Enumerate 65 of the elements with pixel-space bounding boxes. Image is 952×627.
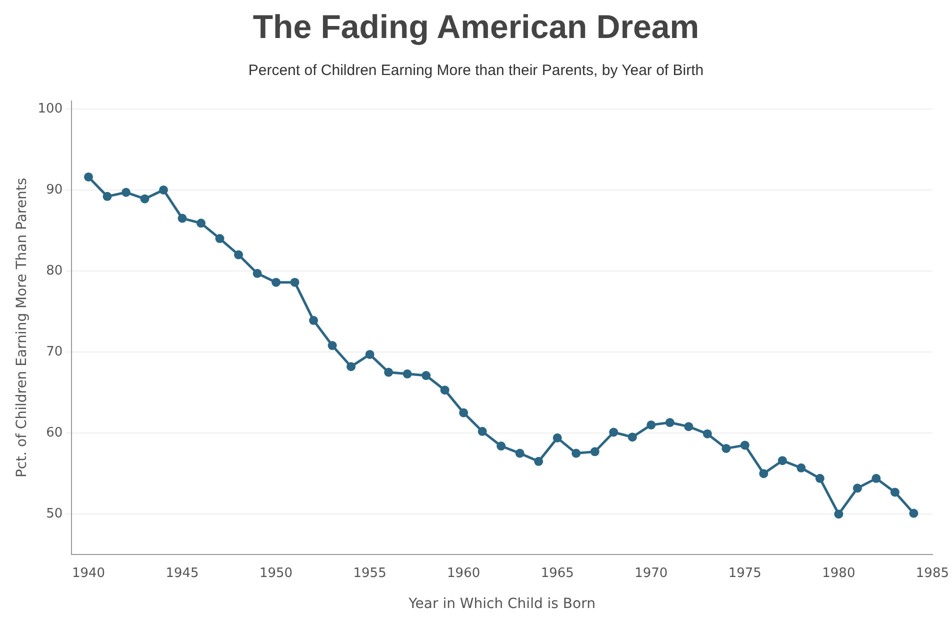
x-tick-label: 1950 (259, 566, 293, 581)
point (272, 278, 281, 287)
x-tick-label: 1985 (916, 566, 950, 581)
point (722, 444, 731, 453)
point (515, 448, 524, 458)
point (834, 510, 844, 519)
x-tick-label: 1955 (353, 566, 386, 581)
chart-title: The Fading American Dream (252, 8, 700, 46)
y-tick-label: 50 (46, 506, 63, 522)
y-tick-label: 60 (46, 425, 63, 440)
point (778, 456, 787, 466)
y-axis-title: Pct. of Children Earning More Than Parents (14, 178, 30, 478)
x-tick-label: 1980 (822, 566, 856, 581)
y-tick-label: 90 (46, 182, 63, 198)
point (440, 386, 450, 395)
point (459, 408, 468, 418)
point (328, 341, 337, 350)
point (852, 484, 862, 493)
point (740, 440, 750, 450)
x-tick-label: 1945 (166, 566, 199, 581)
point (178, 214, 187, 223)
point (140, 194, 150, 204)
point (684, 422, 694, 432)
point (534, 456, 544, 466)
point (909, 508, 918, 518)
x-tick-label: 1960 (447, 566, 480, 581)
point (159, 185, 168, 194)
point (309, 316, 318, 325)
point (628, 432, 637, 442)
point (215, 234, 224, 244)
x-tick-label: 1970 (634, 566, 668, 581)
point (872, 474, 881, 483)
point (796, 463, 806, 472)
point (759, 469, 768, 478)
point (646, 420, 656, 430)
x-axis-title: Year in Which Child is Born (408, 596, 596, 612)
point (346, 362, 356, 372)
point (196, 218, 206, 228)
point (890, 488, 900, 497)
y-tick-label: 100 (38, 101, 63, 116)
point (290, 278, 300, 287)
point (84, 172, 93, 182)
point (234, 250, 244, 260)
point (665, 418, 674, 428)
point (496, 442, 506, 451)
point (702, 429, 712, 438)
point (102, 192, 112, 201)
y-tick-label: 80 (46, 263, 63, 278)
x-tick-label: 1975 (728, 566, 762, 581)
point (572, 448, 581, 458)
x-tick-label: 1940 (72, 566, 106, 581)
point (252, 268, 262, 278)
point (122, 188, 130, 197)
point (552, 433, 562, 442)
chart-subtitle: Percent of Children Earning More than their Parents, by Year of Birth (247, 62, 705, 79)
y-tick-label: 70 (46, 344, 63, 360)
point (590, 447, 600, 456)
point (402, 369, 412, 378)
x-tick-label: 1965 (540, 566, 574, 581)
point (365, 350, 374, 359)
point (609, 428, 618, 437)
point (384, 368, 394, 377)
point (815, 474, 824, 483)
point (478, 426, 487, 436)
point (422, 371, 431, 380)
